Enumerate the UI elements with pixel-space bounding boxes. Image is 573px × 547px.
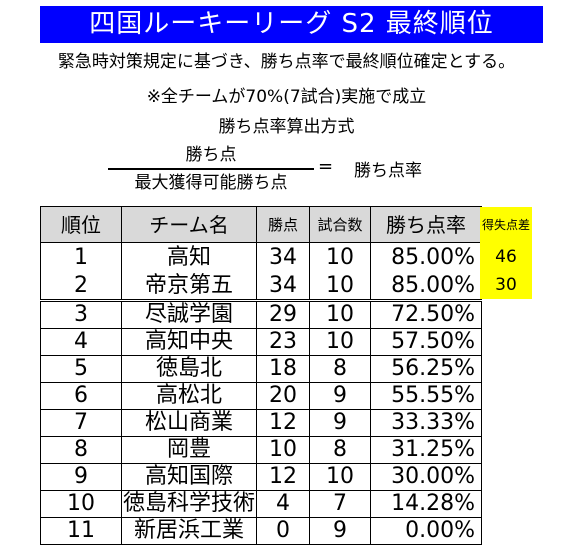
table-row: 3 尽誠学園 29 10 72.50% [40,300,482,329]
condition-text: ※全チームが70%(7試合)実施で成立 [146,87,427,107]
cell-rate: 72.50% [370,300,482,329]
cell-rank: 8 [40,436,122,464]
cell-team: 松山商業 [121,409,257,437]
goal-difference-header: 得失点差 [481,218,530,232]
formula-fraction: 勝ち点 最大獲得可能勝ち点 [108,143,314,195]
cell-rank: 1 [40,242,122,273]
cell-points: 18 [256,355,310,383]
cell-team: 徳島科学技術 [121,490,257,518]
table-row: 1 高知 34 10 85.00% [40,242,482,273]
cell-points: 34 [256,242,310,273]
header-rank: 順位 [40,206,122,243]
cell-rank: 6 [40,382,122,410]
cell-rate: 30.00% [370,463,482,491]
cell-team: 高知中央 [121,328,257,356]
cell-points: 23 [256,328,310,356]
cell-rate: 85.00% [370,273,482,302]
cell-rank: 2 [40,273,122,302]
cell-games: 10 [309,242,371,273]
cell-games: 10 [309,300,371,329]
cell-games: 10 [309,328,371,356]
goal-difference-value: 46 [495,247,517,267]
header-rate: 勝ち点率 [370,206,482,243]
goal-difference-value: 30 [495,275,517,295]
cell-points: 4 [256,490,310,518]
cell-team: 新居浜工業 [121,517,257,545]
table-row: 7 松山商業 12 9 33.33% [40,409,482,437]
table-row: 8 岡豊 10 8 31.25% [40,436,482,464]
cell-points: 0 [256,517,310,545]
cell-points: 29 [256,300,310,329]
cell-points: 34 [256,273,310,302]
cell-points: 12 [256,463,310,491]
method-title: 勝ち点率算出方式 [218,117,355,137]
cell-points: 12 [256,409,310,437]
cell-games: 10 [309,463,371,491]
cell-points: 10 [256,436,310,464]
cell-rate: 14.28% [370,490,482,518]
cell-points: 20 [256,382,310,410]
cell-rank: 3 [40,300,122,329]
table-row: 6 高松北 20 9 55.55% [40,382,482,410]
cell-games: 8 [309,355,371,383]
cell-team: 徳島北 [121,355,257,383]
cell-games: 9 [309,517,371,545]
cell-team: 高知国際 [121,463,257,491]
cell-rate: 85.00% [370,242,482,273]
table-header-row: 順位 チーム名 勝点 試合数 勝ち点率 [40,206,482,243]
cell-rate: 0.00% [370,517,482,545]
page-title: 四国ルーキーリーグ S2 最終順位 [40,6,543,43]
cell-rank: 7 [40,409,122,437]
cell-rate: 57.50% [370,328,482,356]
table-row: 10 徳島科学技術 4 7 14.28% [40,490,482,518]
cell-rank: 4 [40,328,122,356]
cell-team: 高知 [121,242,257,273]
header-team: チーム名 [121,206,257,243]
table-row: 4 高知中央 23 10 57.50% [40,328,482,356]
standings-table: 順位 チーム名 勝点 試合数 勝ち点率 1 高知 34 10 85.00% 2 帝京第五 34… [40,206,482,545]
formula-equals: = [318,156,334,177]
header-points: 勝点 [256,206,310,243]
cell-rank: 11 [40,517,122,545]
cell-games: 9 [309,382,371,410]
cell-team: 高松北 [121,382,257,410]
table-row: 5 徳島北 18 8 56.25% [40,355,482,383]
goal-difference-box: 得失点差 46 30 [480,207,532,299]
cell-games: 10 [309,273,371,302]
cell-games: 7 [309,490,371,518]
notice-text: 緊急時対策規定に基づき、勝ち点率で最終順位確定とする。 [57,52,516,72]
cell-rate: 55.55% [370,382,482,410]
table-row: 2 帝京第五 34 10 85.00% [40,273,482,302]
cell-team: 尽誠学園 [121,300,257,329]
cell-games: 8 [309,436,371,464]
table-row: 11 新居浜工業 0 9 0.00% [40,517,482,545]
formula-numerator: 勝ち点 [185,145,237,165]
cell-team: 岡豊 [121,436,257,464]
table-row: 9 高知国際 12 10 30.00% [40,463,482,491]
cell-games: 9 [309,409,371,437]
cell-rank: 9 [40,463,122,491]
formula-result: 勝ち点率 [354,161,422,181]
cell-rate: 56.25% [370,355,482,383]
cell-rank: 10 [40,490,122,518]
cell-rank: 5 [40,355,122,383]
header-games: 試合数 [309,206,371,243]
formula-denominator: 最大獲得可能勝ち点 [134,173,288,193]
cell-rate: 31.25% [370,436,482,464]
fraction-bar [108,168,314,170]
cell-team: 帝京第五 [121,273,257,302]
cell-rate: 33.33% [370,409,482,437]
